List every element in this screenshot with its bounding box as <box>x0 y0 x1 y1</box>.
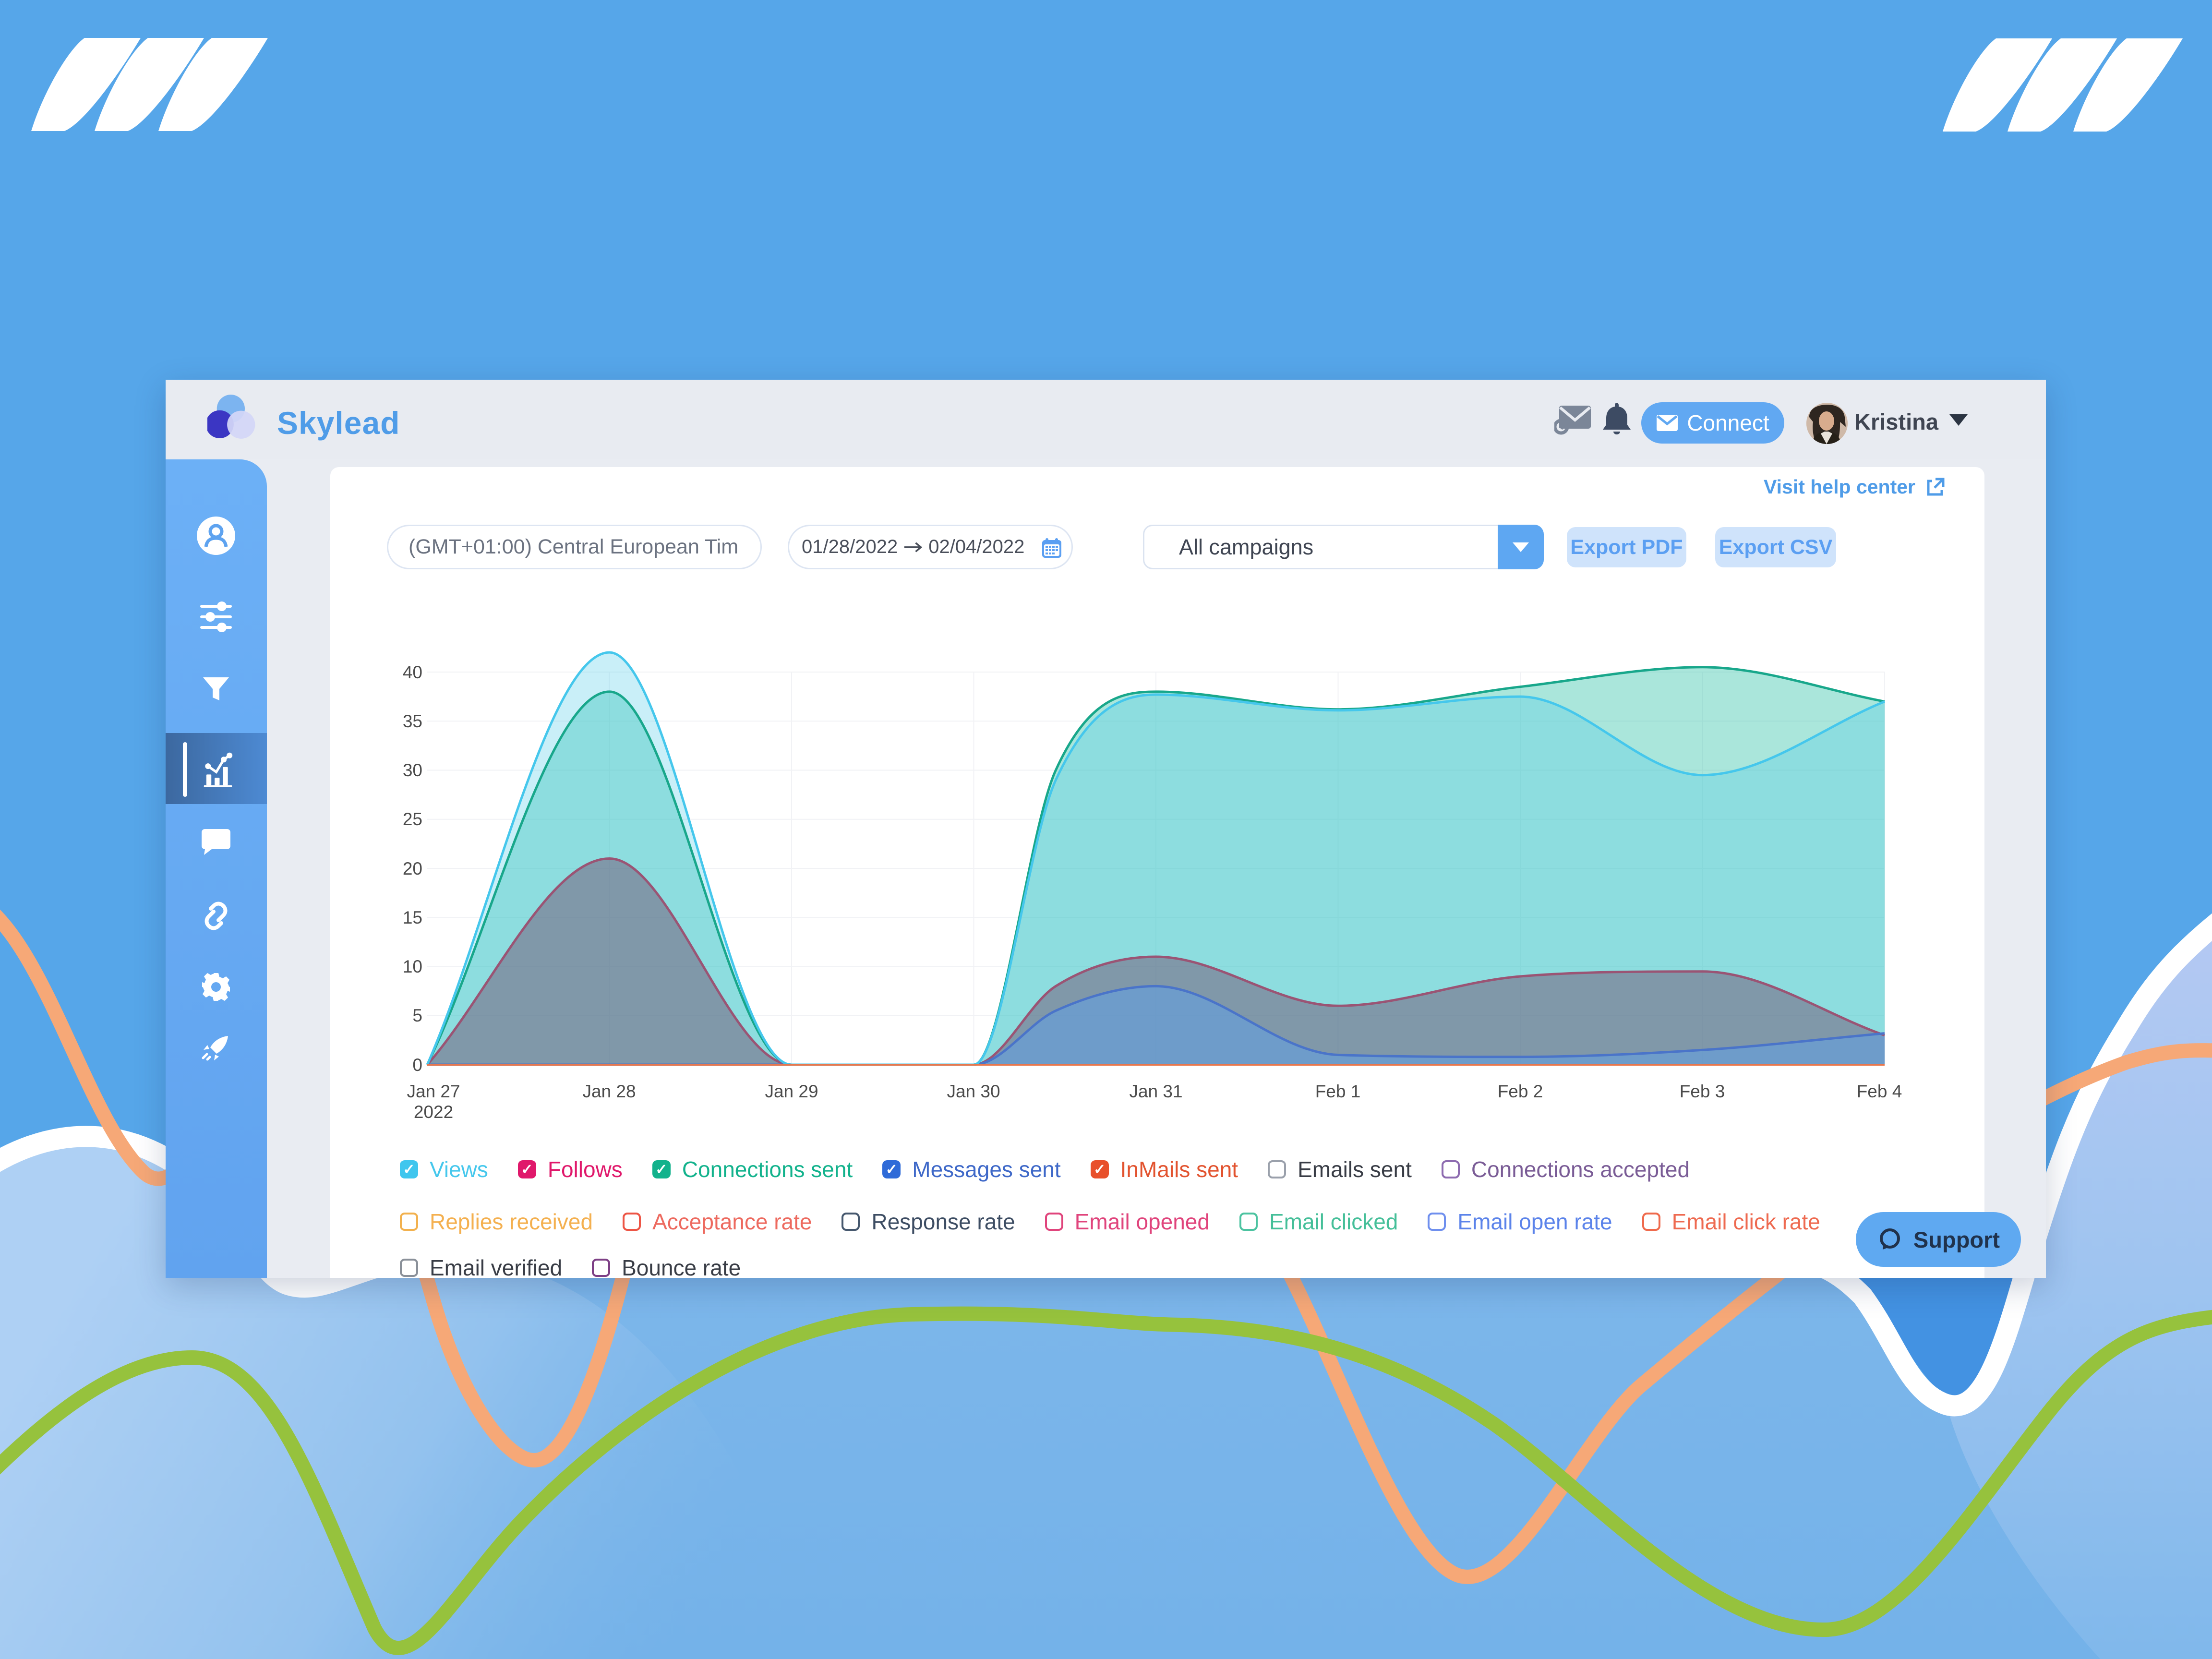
svg-text:Jan 29: Jan 29 <box>765 1082 818 1101</box>
svg-text:Jan 31: Jan 31 <box>1129 1082 1182 1101</box>
svg-text:Feb 2: Feb 2 <box>1498 1082 1543 1101</box>
svg-text:Jan 30: Jan 30 <box>947 1082 1000 1101</box>
svg-text:0: 0 <box>412 1055 422 1075</box>
svg-text:Feb 1: Feb 1 <box>1315 1082 1361 1101</box>
svg-text:Jan 28: Jan 28 <box>582 1082 636 1101</box>
svg-text:Feb 4: Feb 4 <box>1857 1082 1902 1101</box>
svg-text:35: 35 <box>403 711 422 731</box>
svg-text:Feb 3: Feb 3 <box>1680 1082 1725 1101</box>
svg-text:2022: 2022 <box>414 1102 453 1122</box>
svg-text:Jan 27: Jan 27 <box>407 1082 460 1101</box>
svg-text:5: 5 <box>412 1006 422 1025</box>
svg-text:30: 30 <box>403 760 422 780</box>
svg-text:25: 25 <box>403 809 422 829</box>
svg-text:40: 40 <box>403 662 422 682</box>
svg-text:10: 10 <box>403 957 422 976</box>
svg-text:15: 15 <box>403 908 422 927</box>
svg-text:20: 20 <box>403 859 422 878</box>
